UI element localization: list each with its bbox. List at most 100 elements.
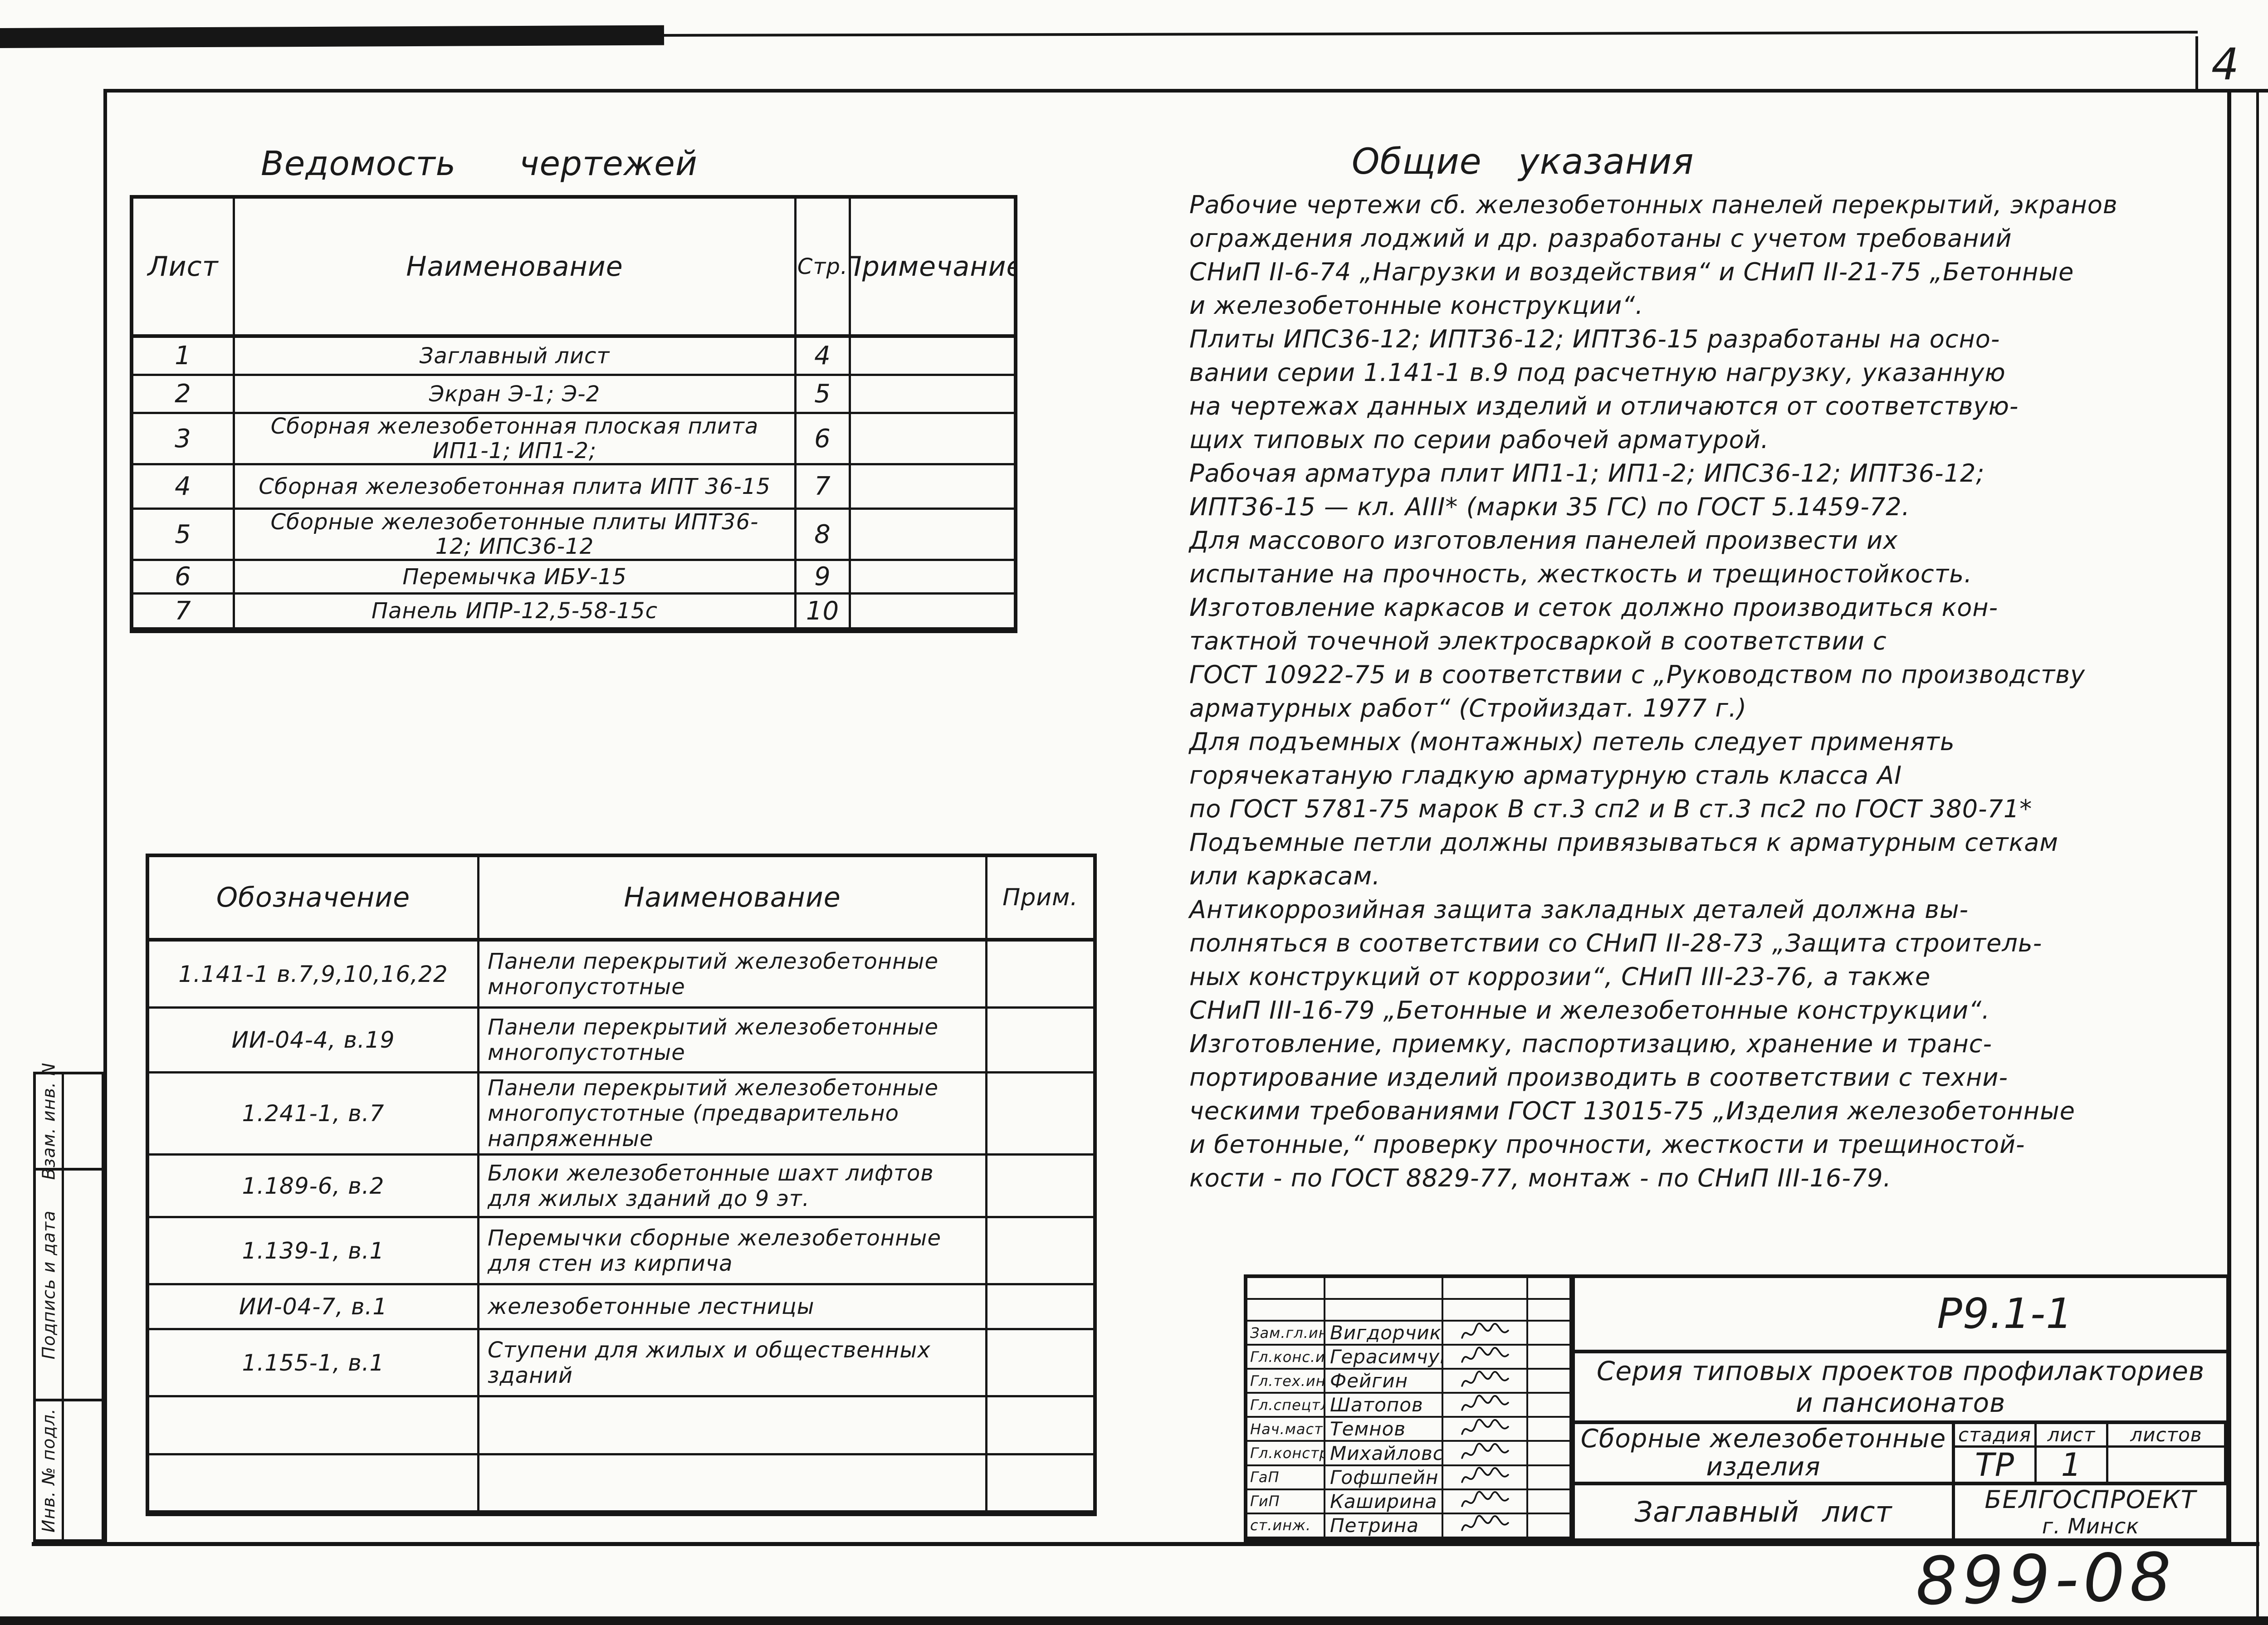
signer-signature <box>1443 1346 1528 1370</box>
notes-line: Рабочая арматура плит ИП1-1; ИП1-2; ИПС3… <box>1189 459 1985 488</box>
drawing-row-page: 5 <box>797 376 851 414</box>
notes-line: полняться в соответствии со СНиП II-28-7… <box>1189 929 2043 957</box>
drawing-row-page: 9 <box>797 561 851 595</box>
scan-bottom-bar <box>0 1616 2268 1625</box>
subject-line-2: изделия <box>1706 1452 1821 1482</box>
reference-row-code: 1.155-1, в.1 <box>149 1330 479 1397</box>
organization-city: г. Минск <box>2042 1514 2140 1538</box>
signer-date <box>1528 1370 1571 1394</box>
empty-cell <box>1247 1300 1325 1322</box>
drawing-row-note <box>851 376 1014 414</box>
notes-line: кости - по ГОСТ 8829-77, монтаж - по СНи… <box>1189 1164 1892 1192</box>
reference-row-note <box>987 1218 1093 1285</box>
drawing-row-name: Перемычка ИБУ-15 <box>235 561 797 595</box>
page-number-box-line <box>2195 36 2198 92</box>
drawing-row-name: Сборные железобетонные плиты ИПТ36-12; И… <box>235 510 797 561</box>
signature-grid: Зам.гл.ин. Вигдорчик Гл.конс.ин. Герасим… <box>1247 1278 1575 1538</box>
signer-signature <box>1443 1394 1528 1418</box>
notes-line: Для подъемных (монтажных) петель следует… <box>1189 727 1955 756</box>
strip-cell-podpis: Подпись и дата <box>36 1171 64 1401</box>
notes-line: по ГОСТ 5781-75 марок В ст.3 сп2 и В ст.… <box>1189 795 2033 823</box>
strip-cell-podpis-blank <box>64 1171 102 1401</box>
reference-row-code: 1.139-1, в.1 <box>149 1218 479 1285</box>
drawing-row-name: Экран Э-1; Э-2 <box>235 376 797 414</box>
empty-cell <box>1528 1300 1571 1322</box>
drawing-row-note <box>851 561 1014 595</box>
signer-date <box>1528 1466 1571 1490</box>
subject-and-stage-row: Сборные железобетонные изделия стадия ли… <box>1575 1424 2226 1485</box>
reference-row-name: Панели перекрытий железобетонные многопу… <box>479 1009 987 1074</box>
drawing-row-note <box>851 414 1014 465</box>
signer-name: Фейгин <box>1325 1370 1443 1394</box>
column-header-list: Лист <box>133 199 235 338</box>
reference-row-note <box>987 1074 1093 1156</box>
title-block: Зам.гл.ин. Вигдорчик Гл.конс.ин. Герасим… <box>1244 1274 2230 1542</box>
frame-top-line <box>103 89 2268 93</box>
reference-row-name: железобетонные лестницы <box>479 1285 987 1330</box>
frame-bottom-line <box>32 1542 2259 1546</box>
reference-row-note <box>987 942 1093 1009</box>
notes-line: Изготовление, приемку, паспортизацию, хр… <box>1189 1030 1992 1058</box>
notes-line: или каркасам. <box>1189 862 1381 890</box>
signer-date <box>1528 1490 1571 1514</box>
reference-row-name: Перемычки сборные железобетонные для сте… <box>479 1218 987 1285</box>
sheet-page-number: 4 <box>2211 39 2240 90</box>
stage-value: ТР <box>1955 1448 2037 1482</box>
stamp-number: 899-08 <box>1915 1539 2177 1620</box>
empty-cell <box>1528 1278 1571 1300</box>
notes-line: ных конструкций от коррозии“, СНиП III-2… <box>1189 962 1931 991</box>
series-line-2: и пансионатов <box>1795 1387 2006 1418</box>
column-header-note: Примечание <box>851 199 1014 338</box>
empty-cell <box>1325 1278 1443 1300</box>
strip-label-podpis: Подпись и дата <box>39 1210 59 1359</box>
signer-role: Нач.маст. <box>1247 1418 1325 1442</box>
signature-icon <box>1461 1491 1509 1508</box>
frame-left-line <box>103 89 107 1546</box>
reference-row-code: ИИ-04-7, в.1 <box>149 1285 479 1330</box>
signature-icon <box>1461 1322 1509 1339</box>
notes-line: арматурных работ“ (Стройиздат. 1977 г.) <box>1189 694 1747 722</box>
notes-line: испытание на прочность, жесткость и трещ… <box>1189 560 1973 588</box>
reference-row-name <box>479 1397 987 1455</box>
reference-row-code: 1.241-1, в.7 <box>149 1074 479 1156</box>
drawing-row-list-number: 6 <box>133 561 235 595</box>
drawing-row-list-number: 1 <box>133 338 235 376</box>
drawing-row-list-number: 7 <box>133 595 235 630</box>
reference-row-name: Панели перекрытий железобетонные многопу… <box>479 942 987 1009</box>
sheet-title-row: Заглавный лист БЕЛГОСПРОЕКТ г. Минск <box>1575 1485 2226 1538</box>
title-block-right: Р9.1-1 Серия типовых проектов профилакто… <box>1575 1278 2226 1538</box>
reference-row-name <box>479 1455 987 1513</box>
series-title: Серия типовых проектов профилакториев и … <box>1575 1353 2226 1424</box>
strip-cell-inv-blank <box>64 1401 102 1539</box>
reference-row-name: Блоки железобетонные шахт лифтов для жил… <box>479 1156 987 1218</box>
signer-date <box>1528 1322 1571 1346</box>
signer-role: Гл.спецтл. <box>1247 1394 1325 1418</box>
signer-signature <box>1443 1418 1528 1442</box>
reference-row-note <box>987 1397 1093 1455</box>
notes-line: горячекатаную гладкую арматурную сталь к… <box>1189 761 1902 790</box>
drawings-list-table: Лист Наименование Стр. Примечание 1 Загл… <box>130 195 1017 633</box>
frame-right-inner-line <box>2227 89 2231 1546</box>
signer-name: Петрина <box>1325 1514 1443 1538</box>
signer-name: Герасимчук <box>1325 1346 1443 1370</box>
signature-icon <box>1461 1346 1509 1363</box>
subject-title: Сборные железобетонные изделия <box>1575 1424 1955 1482</box>
notes-line: тактной точечной электросваркой в соотве… <box>1189 627 1887 655</box>
signer-name: Шатопов <box>1325 1394 1443 1418</box>
column-header-page: Стр. <box>797 199 851 338</box>
signer-role: Гл.конс.ин. <box>1247 1346 1325 1370</box>
drawing-row-page: 7 <box>797 465 851 510</box>
sheet-label: лист <box>2037 1424 2108 1448</box>
signer-signature <box>1443 1370 1528 1394</box>
drawing-row-note <box>851 338 1014 376</box>
sheets-label: листов <box>2108 1424 2226 1448</box>
drawing-row-note <box>851 510 1014 561</box>
general-notes-title: Общие указания <box>1352 142 1694 182</box>
drawing-row-page: 4 <box>797 338 851 376</box>
drawing-row-list-number: 2 <box>133 376 235 414</box>
signer-date <box>1528 1418 1571 1442</box>
signature-icon <box>1461 1370 1509 1387</box>
empty-cell <box>1247 1278 1325 1300</box>
organization: БЕЛГОСПРОЕКТ г. Минск <box>1955 1485 2226 1538</box>
reference-row-code <box>149 1455 479 1513</box>
